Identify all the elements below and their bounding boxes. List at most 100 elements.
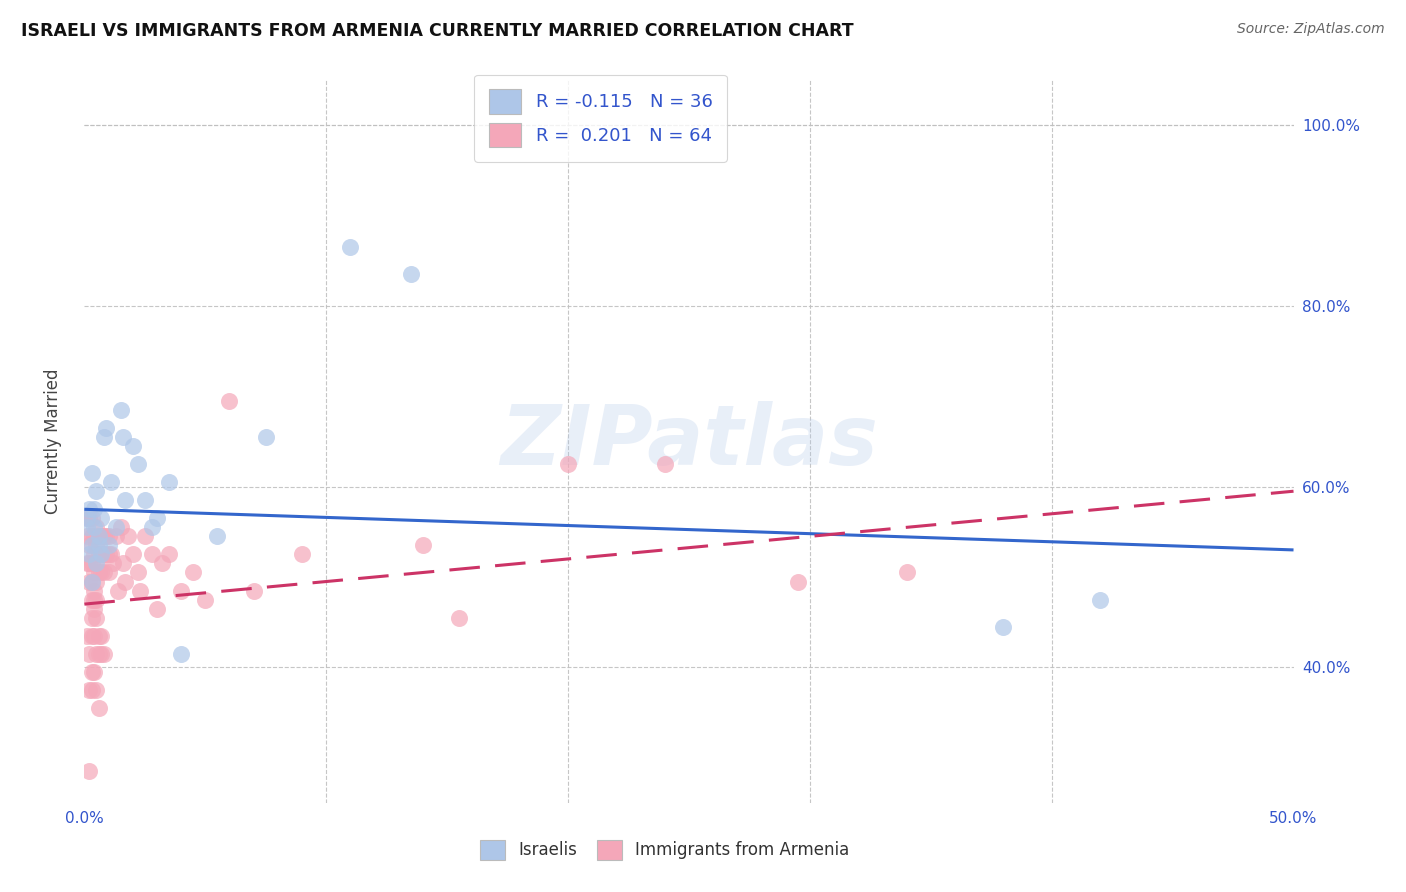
Point bbox=[97, 529, 120, 543]
Point bbox=[100, 475, 122, 490]
Point bbox=[80, 466, 103, 480]
Point bbox=[129, 583, 152, 598]
Point bbox=[83, 566, 105, 580]
Point bbox=[83, 548, 105, 562]
Point bbox=[76, 511, 98, 525]
Point bbox=[83, 665, 105, 679]
Point bbox=[93, 529, 115, 543]
Y-axis label: Currently Married: Currently Married bbox=[44, 368, 62, 515]
Point bbox=[77, 548, 100, 562]
Point bbox=[112, 557, 135, 571]
Point bbox=[86, 557, 108, 571]
Point bbox=[339, 240, 361, 254]
Point bbox=[110, 520, 132, 534]
Point bbox=[77, 511, 100, 525]
Point bbox=[104, 520, 127, 534]
Point bbox=[97, 538, 120, 552]
Point bbox=[87, 701, 110, 715]
Point bbox=[127, 457, 149, 471]
Point bbox=[207, 529, 229, 543]
Point bbox=[90, 629, 112, 643]
Point bbox=[83, 629, 105, 643]
Point bbox=[76, 511, 98, 525]
Point bbox=[194, 592, 217, 607]
Point bbox=[181, 566, 204, 580]
Text: Source: ZipAtlas.com: Source: ZipAtlas.com bbox=[1237, 22, 1385, 37]
Point bbox=[80, 682, 103, 697]
Point bbox=[654, 457, 676, 471]
Point bbox=[86, 647, 108, 661]
Point bbox=[103, 557, 125, 571]
Point bbox=[993, 620, 1015, 634]
Point bbox=[121, 439, 143, 453]
Point bbox=[86, 538, 108, 552]
Point bbox=[76, 529, 98, 543]
Point bbox=[93, 647, 115, 661]
Point bbox=[90, 647, 112, 661]
Point bbox=[93, 430, 115, 444]
Point bbox=[83, 583, 105, 598]
Point bbox=[94, 529, 117, 543]
Point bbox=[121, 548, 143, 562]
Point bbox=[449, 610, 471, 624]
Point bbox=[77, 682, 100, 697]
Point bbox=[117, 529, 139, 543]
Point bbox=[87, 548, 110, 562]
Point bbox=[86, 484, 108, 499]
Point bbox=[114, 574, 136, 589]
Point bbox=[557, 457, 579, 471]
Point bbox=[399, 268, 422, 282]
Point bbox=[80, 592, 103, 607]
Point bbox=[97, 548, 120, 562]
Point bbox=[83, 601, 105, 615]
Point bbox=[86, 520, 108, 534]
Point bbox=[86, 592, 108, 607]
Point bbox=[86, 682, 108, 697]
Point bbox=[86, 557, 108, 571]
Point bbox=[146, 601, 169, 615]
Point bbox=[80, 629, 103, 643]
Point bbox=[77, 538, 100, 552]
Point bbox=[87, 538, 110, 552]
Point bbox=[87, 566, 110, 580]
Point bbox=[134, 529, 156, 543]
Point bbox=[90, 511, 112, 525]
Point bbox=[90, 529, 112, 543]
Point bbox=[90, 566, 112, 580]
Point bbox=[77, 647, 100, 661]
Point bbox=[86, 610, 108, 624]
Point bbox=[141, 520, 163, 534]
Point bbox=[77, 557, 100, 571]
Point bbox=[94, 548, 117, 562]
Point bbox=[80, 665, 103, 679]
Point bbox=[83, 529, 105, 543]
Point bbox=[80, 574, 103, 589]
Point bbox=[100, 548, 122, 562]
Point bbox=[80, 538, 103, 552]
Point bbox=[87, 629, 110, 643]
Point bbox=[218, 393, 240, 408]
Point bbox=[83, 520, 105, 534]
Point bbox=[76, 520, 98, 534]
Point bbox=[150, 557, 173, 571]
Point bbox=[80, 610, 103, 624]
Point bbox=[157, 475, 180, 490]
Point bbox=[90, 548, 112, 562]
Point bbox=[76, 629, 98, 643]
Point bbox=[80, 511, 103, 525]
Point bbox=[107, 583, 129, 598]
Point bbox=[104, 529, 127, 543]
Point bbox=[86, 574, 108, 589]
Point bbox=[77, 574, 100, 589]
Point bbox=[896, 566, 918, 580]
Point bbox=[291, 548, 314, 562]
Point bbox=[146, 511, 169, 525]
Point bbox=[93, 566, 115, 580]
Point bbox=[157, 548, 180, 562]
Point bbox=[412, 538, 434, 552]
Point bbox=[87, 529, 110, 543]
Point bbox=[87, 529, 110, 543]
Point bbox=[786, 574, 808, 589]
Point bbox=[77, 502, 100, 516]
Text: ZIPatlas: ZIPatlas bbox=[501, 401, 877, 482]
